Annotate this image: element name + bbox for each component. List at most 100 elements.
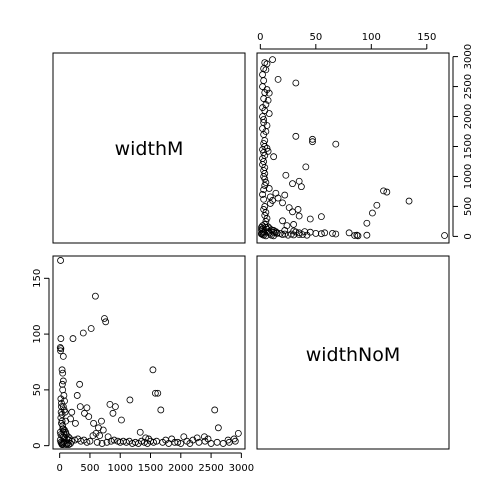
data-point-upper <box>281 230 289 238</box>
data-point-upper <box>276 230 284 237</box>
data-point-upper <box>363 219 371 227</box>
bottom-axis-tick-label: 3000 <box>229 463 254 474</box>
data-point-upper <box>264 223 272 231</box>
data-point-upper <box>285 204 293 212</box>
right-axis-tick-label: 500 <box>463 197 474 216</box>
data-point-lower <box>151 389 159 397</box>
data-point-lower <box>86 437 94 445</box>
data-point-lower <box>65 441 73 448</box>
right-axis-tick-label: 1500 <box>463 134 474 159</box>
data-point-lower <box>99 426 107 434</box>
bottom-axis-tick-label: 500 <box>80 463 99 474</box>
data-point-lower <box>193 434 201 442</box>
data-point-lower <box>72 419 79 427</box>
data-point-lower <box>98 440 106 447</box>
data-point-upper <box>332 140 340 148</box>
data-point-lower <box>201 433 208 441</box>
data-point-lower <box>62 441 70 448</box>
right-axis-tick-label: 3000 <box>463 44 474 69</box>
data-point-upper <box>263 144 271 152</box>
data-point-lower <box>58 399 65 407</box>
data-point-upper <box>353 231 361 239</box>
data-point-upper <box>262 66 270 74</box>
right-axis-tick-label: 2500 <box>463 74 474 99</box>
data-point-lower <box>79 329 87 337</box>
data-point-upper <box>295 212 303 220</box>
data-point-upper <box>274 75 282 83</box>
data-point-lower <box>145 435 153 443</box>
data-point-upper <box>260 140 268 147</box>
data-point-lower <box>76 403 84 411</box>
data-point-upper <box>306 215 314 223</box>
panel-top-right <box>256 52 450 244</box>
panel-bottom-left <box>52 255 246 450</box>
data-point-upper <box>332 230 340 238</box>
data-point-lower <box>136 428 144 436</box>
data-point-upper <box>258 226 265 234</box>
data-point-upper <box>264 147 272 155</box>
data-point-upper <box>270 153 278 161</box>
data-point-upper <box>283 222 291 230</box>
panel-top-left <box>52 52 246 244</box>
data-point-upper <box>258 224 265 231</box>
data-point-lower <box>85 413 93 421</box>
data-point-lower <box>87 325 95 332</box>
data-point-upper <box>354 232 362 240</box>
data-point-lower <box>186 440 194 447</box>
data-point-lower <box>67 415 74 423</box>
data-point-lower <box>59 369 67 377</box>
data-point-lower <box>57 347 64 355</box>
data-point-lower <box>81 409 88 417</box>
data-point-upper <box>363 231 371 239</box>
bottom-axis-tick-label: 1000 <box>108 463 133 474</box>
bottom-axis-tick-label: 1500 <box>138 463 163 474</box>
data-point-upper <box>302 163 310 171</box>
data-point-lower <box>149 366 157 374</box>
data-point-lower <box>157 406 165 414</box>
data-point-lower <box>103 438 111 446</box>
data-point-lower <box>65 434 73 442</box>
data-point-upper <box>261 182 269 189</box>
data-point-upper <box>329 230 336 237</box>
data-point-lower <box>59 422 67 429</box>
top-axis-tick-label: 0 <box>257 32 263 43</box>
data-point-upper <box>289 180 296 188</box>
data-point-upper <box>260 206 268 213</box>
data-point-lower <box>224 436 232 444</box>
left-axis-tick-label: 50 <box>32 384 43 397</box>
axes-layer: 0 50 100 1500500100015002000250030000501001… <box>32 32 474 474</box>
data-point-lower <box>211 406 219 414</box>
data-point-upper <box>299 231 306 239</box>
data-point-upper <box>260 116 268 123</box>
data-point-lower <box>168 435 176 443</box>
data-point-upper <box>263 122 271 129</box>
top-axis-tick-label: 50 <box>309 32 322 43</box>
data-point-lower <box>56 428 64 436</box>
data-point-lower <box>180 433 188 441</box>
data-point-upper <box>264 96 272 104</box>
data-point-lower <box>204 435 212 443</box>
data-point-lower <box>101 315 108 322</box>
data-point-upper <box>259 191 266 198</box>
data-point-lower <box>89 432 97 440</box>
data-point-lower <box>61 440 69 447</box>
left-axis-tick-label: 150 <box>32 269 43 288</box>
data-point-upper <box>373 201 381 209</box>
bottom-axis-tick-label: 0 <box>56 463 62 474</box>
data-point-upper <box>270 228 278 236</box>
data-point-upper <box>269 56 276 63</box>
data-point-lower <box>91 292 99 300</box>
data-point-upper <box>282 171 290 179</box>
data-point-upper <box>261 203 269 210</box>
data-point-lower <box>57 408 65 416</box>
data-point-upper <box>405 197 413 205</box>
data-point-lower <box>59 353 67 360</box>
data-point-lower <box>214 424 222 432</box>
data-point-lower <box>76 380 84 388</box>
data-point-upper <box>266 193 274 201</box>
data-point-upper <box>262 179 270 186</box>
data-point-upper <box>265 224 273 232</box>
data-point-lower <box>118 416 125 424</box>
data-point-upper <box>383 188 391 196</box>
